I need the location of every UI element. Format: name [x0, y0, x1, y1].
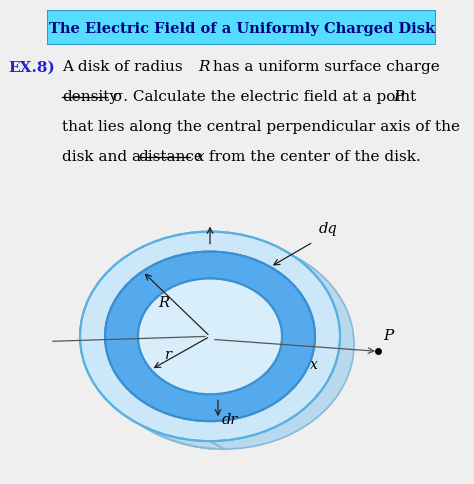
Text: The Electric Field of a Uniformly Charged Disk: The Electric Field of a Uniformly Charge…: [49, 22, 435, 35]
Text: has a uniform surface charge: has a uniform surface charge: [208, 60, 440, 75]
Ellipse shape: [138, 279, 282, 394]
Ellipse shape: [94, 240, 354, 449]
Text: distance: distance: [138, 150, 203, 164]
Text: R: R: [198, 60, 210, 75]
Text: dq: dq: [318, 222, 337, 236]
Text: that lies along the central perpendicular axis of the: that lies along the central perpendicula…: [62, 120, 460, 134]
Text: x: x: [310, 358, 318, 372]
Ellipse shape: [105, 252, 315, 421]
Text: disk and a: disk and a: [62, 150, 146, 164]
Ellipse shape: [80, 232, 340, 441]
Text: EX.8): EX.8): [8, 60, 55, 75]
Text: dr: dr: [222, 412, 238, 426]
Text: P: P: [383, 329, 393, 343]
Text: density: density: [62, 90, 118, 104]
Text: r: r: [165, 348, 172, 362]
Text: A disk of radius: A disk of radius: [62, 60, 188, 75]
Ellipse shape: [138, 279, 282, 394]
Text: P: P: [393, 90, 403, 104]
Text: R: R: [158, 296, 169, 310]
Text: from the center of the disk.: from the center of the disk.: [204, 150, 421, 164]
Text: σ. Calculate the electric field at a point: σ. Calculate the electric field at a poi…: [108, 90, 421, 104]
Text: x: x: [196, 150, 205, 164]
